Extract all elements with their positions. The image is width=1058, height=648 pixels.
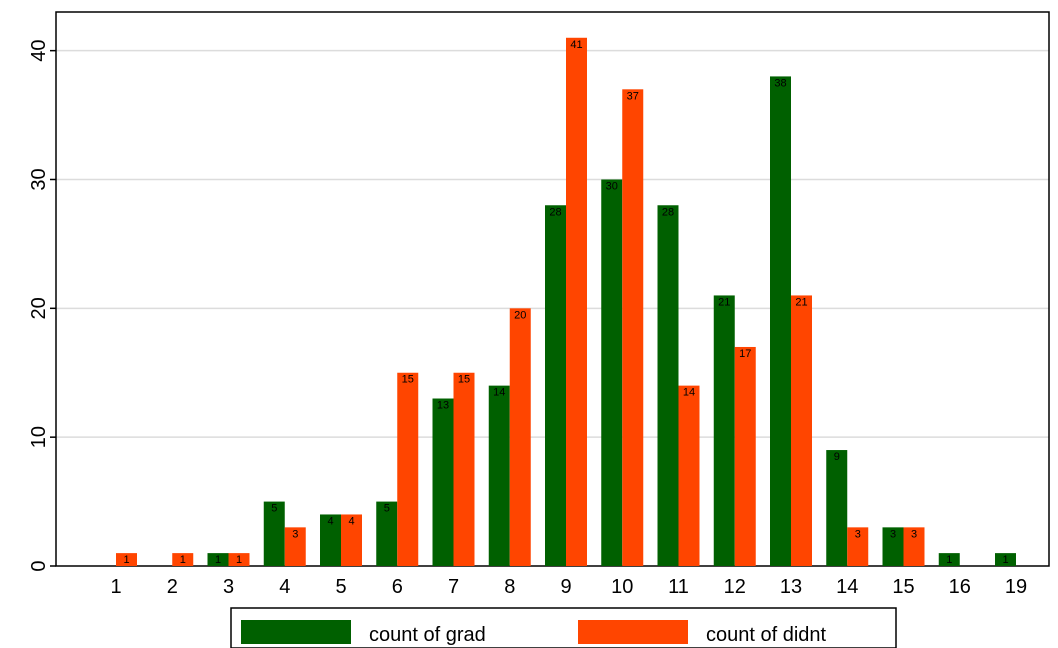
x-tick-label: 11 xyxy=(668,576,689,598)
bar-didnt-13 xyxy=(791,295,812,566)
bar-value-label: 17 xyxy=(739,348,751,360)
bar-didnt-6 xyxy=(397,372,419,566)
bar-value-label: 1 xyxy=(123,554,129,566)
x-tick-label: 7 xyxy=(448,576,459,598)
bar-value-label: 3 xyxy=(911,528,917,540)
bar-value-label: 4 xyxy=(327,515,333,527)
bar-value-label: 1 xyxy=(215,554,221,566)
bar-value-label: 15 xyxy=(458,374,470,386)
x-tick-label: 14 xyxy=(836,576,858,598)
bar-grad-4 xyxy=(263,501,285,566)
bar-value-label: 14 xyxy=(493,387,505,399)
legend-label-grad: count of grad xyxy=(369,624,486,646)
bar-didnt-8 xyxy=(509,308,531,566)
bar-value-label: 21 xyxy=(795,296,807,308)
y-tick-label: 40 xyxy=(28,40,50,62)
x-tick-label: 8 xyxy=(504,576,515,598)
bar-didnt-15 xyxy=(903,527,925,566)
bar-value-label: 13 xyxy=(437,400,449,412)
bar-value-label: 28 xyxy=(549,206,561,218)
y-tick-label: 0 xyxy=(28,560,50,571)
bar-value-label: 28 xyxy=(662,206,674,218)
x-tick-label: 10 xyxy=(611,576,633,598)
x-tick-label: 9 xyxy=(560,576,571,598)
bar-value-label: 5 xyxy=(384,503,390,515)
bar-didnt-1 xyxy=(116,553,137,566)
bar-grad-8 xyxy=(488,385,510,566)
x-tick-label: 19 xyxy=(1005,576,1027,598)
bar-didnt-3 xyxy=(228,553,250,566)
bar-grad-5 xyxy=(320,514,341,566)
bar-grad-11 xyxy=(657,205,679,567)
bar-didnt-5 xyxy=(341,514,362,566)
x-tick-label: 2 xyxy=(167,576,178,598)
x-tick-label: 12 xyxy=(724,576,746,598)
bar-didnt-7 xyxy=(453,372,475,566)
bar-grad-13 xyxy=(770,76,791,566)
bar-value-label: 38 xyxy=(774,77,786,89)
bar-grad-15 xyxy=(882,527,904,566)
bar-value-label: 1 xyxy=(1002,554,1008,566)
bar-grad-16 xyxy=(938,553,960,566)
bar-grad-3 xyxy=(207,553,229,566)
bar-value-label: 1 xyxy=(946,554,952,566)
legend-label-didnt: count of didnt xyxy=(706,624,827,646)
bar-grad-19 xyxy=(995,553,1016,566)
bar-value-label: 21 xyxy=(718,296,730,308)
bar-didnt-2 xyxy=(172,553,194,566)
x-tick-label: 4 xyxy=(279,576,290,598)
legend-swatch-didnt xyxy=(578,620,688,644)
x-tick-label: 16 xyxy=(949,576,971,598)
bar-didnt-11 xyxy=(678,385,700,566)
x-tick-label: 1 xyxy=(110,576,121,598)
bar-value-label: 37 xyxy=(627,90,639,102)
bar-didnt-12 xyxy=(734,346,756,566)
y-tick-label: 30 xyxy=(28,168,50,190)
bar-value-label: 9 xyxy=(834,451,840,463)
bar-value-label: 14 xyxy=(683,387,695,399)
x-tick-label: 15 xyxy=(892,576,914,598)
y-tick-label: 10 xyxy=(28,426,50,448)
bar-didnt-4 xyxy=(284,527,306,566)
bar-didnt-10 xyxy=(622,89,644,567)
bar-value-label: 15 xyxy=(402,374,414,386)
x-tick-label: 6 xyxy=(392,576,403,598)
bar-value-label: 41 xyxy=(570,39,582,51)
bar-grad-6 xyxy=(376,501,398,566)
bar-value-label: 5 xyxy=(271,503,277,515)
bar-value-label: 1 xyxy=(236,554,242,566)
x-tick-label: 3 xyxy=(223,576,234,598)
bar-value-label: 30 xyxy=(606,180,618,192)
legend-swatch-grad xyxy=(241,620,351,644)
bar-didnt-14 xyxy=(847,527,869,566)
bar-grad-7 xyxy=(432,398,454,566)
bar-grad-9 xyxy=(545,205,566,567)
bar-value-label: 20 xyxy=(514,309,526,321)
bar-value-label: 4 xyxy=(348,515,354,527)
x-tick-label: 5 xyxy=(335,576,346,598)
x-tick-label: 13 xyxy=(780,576,802,598)
bar-value-label: 3 xyxy=(855,528,861,540)
bar-grad-12 xyxy=(713,295,735,566)
bar-value-label: 3 xyxy=(292,528,298,540)
bar-value-label: 1 xyxy=(180,554,186,566)
bar-value-label: 3 xyxy=(890,528,896,540)
bar-grad-14 xyxy=(826,450,848,566)
bar-didnt-9 xyxy=(566,37,587,566)
bar-grad-10 xyxy=(601,179,623,566)
y-tick-label: 20 xyxy=(28,297,50,319)
